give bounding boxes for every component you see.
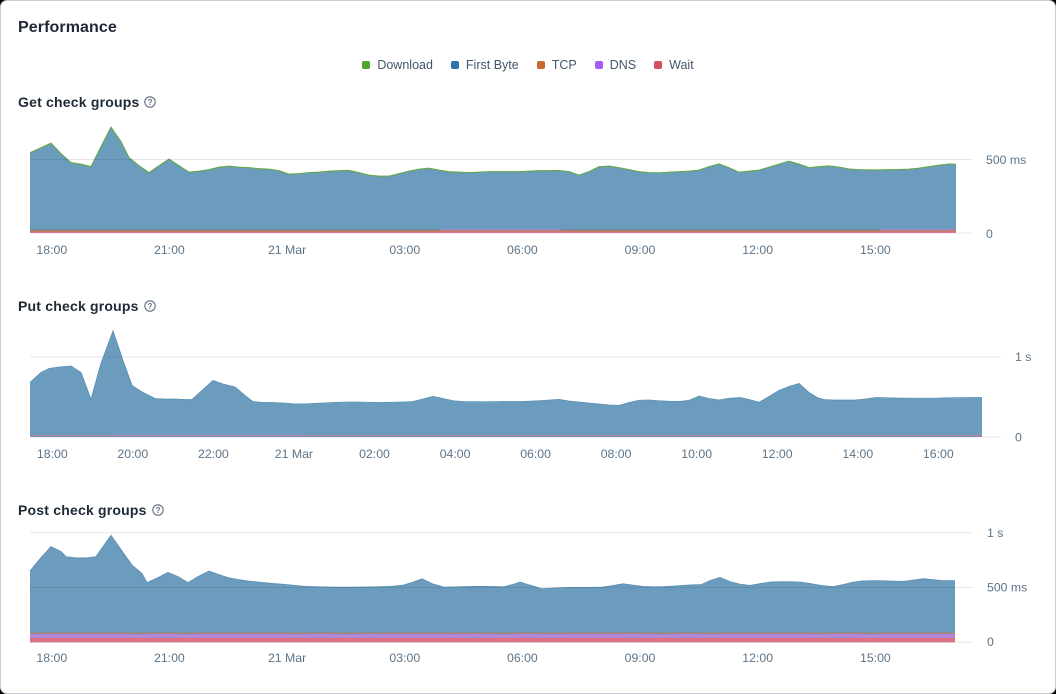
svg-text:03:00: 03:00 bbox=[389, 651, 420, 665]
svg-text:21 Mar: 21 Mar bbox=[268, 243, 306, 257]
svg-text:15:00: 15:00 bbox=[860, 651, 891, 665]
svg-text:06:00: 06:00 bbox=[520, 447, 551, 461]
svg-text:?: ? bbox=[147, 301, 152, 310]
svg-text:0: 0 bbox=[986, 227, 993, 241]
svg-text:08:00: 08:00 bbox=[601, 447, 632, 461]
svg-text:12:00: 12:00 bbox=[742, 651, 773, 665]
svg-text:15:00: 15:00 bbox=[860, 243, 891, 257]
svg-text:09:00: 09:00 bbox=[625, 651, 656, 665]
svg-text:10:00: 10:00 bbox=[681, 447, 712, 461]
svg-text:18:00: 18:00 bbox=[36, 243, 67, 257]
svg-text:12:00: 12:00 bbox=[762, 447, 793, 461]
svg-text:21 Mar: 21 Mar bbox=[268, 651, 306, 665]
svg-text:0: 0 bbox=[1015, 431, 1022, 445]
svg-text:22:00: 22:00 bbox=[198, 447, 229, 461]
svg-text:21:00: 21:00 bbox=[154, 243, 185, 257]
svg-text:?: ? bbox=[155, 505, 160, 514]
svg-text:?: ? bbox=[148, 97, 153, 106]
svg-text:21:00: 21:00 bbox=[154, 651, 185, 665]
svg-text:500 ms: 500 ms bbox=[987, 581, 1027, 595]
svg-text:20:00: 20:00 bbox=[117, 447, 148, 461]
svg-text:0: 0 bbox=[987, 635, 994, 649]
svg-text:18:00: 18:00 bbox=[37, 447, 68, 461]
svg-text:06:00: 06:00 bbox=[507, 243, 538, 257]
svg-text:04:00: 04:00 bbox=[440, 447, 471, 461]
svg-text:500 ms: 500 ms bbox=[986, 153, 1026, 167]
svg-text:12:00: 12:00 bbox=[742, 243, 773, 257]
svg-text:18:00: 18:00 bbox=[36, 651, 67, 665]
svg-text:16:00: 16:00 bbox=[923, 447, 954, 461]
svg-text:1 s: 1 s bbox=[987, 526, 1003, 540]
svg-text:21 Mar: 21 Mar bbox=[275, 447, 313, 461]
svg-text:03:00: 03:00 bbox=[389, 243, 420, 257]
svg-text:09:00: 09:00 bbox=[625, 243, 656, 257]
svg-text:1 s: 1 s bbox=[1015, 350, 1031, 364]
svg-text:02:00: 02:00 bbox=[359, 447, 390, 461]
svg-text:14:00: 14:00 bbox=[842, 447, 873, 461]
svg-text:06:00: 06:00 bbox=[507, 651, 538, 665]
